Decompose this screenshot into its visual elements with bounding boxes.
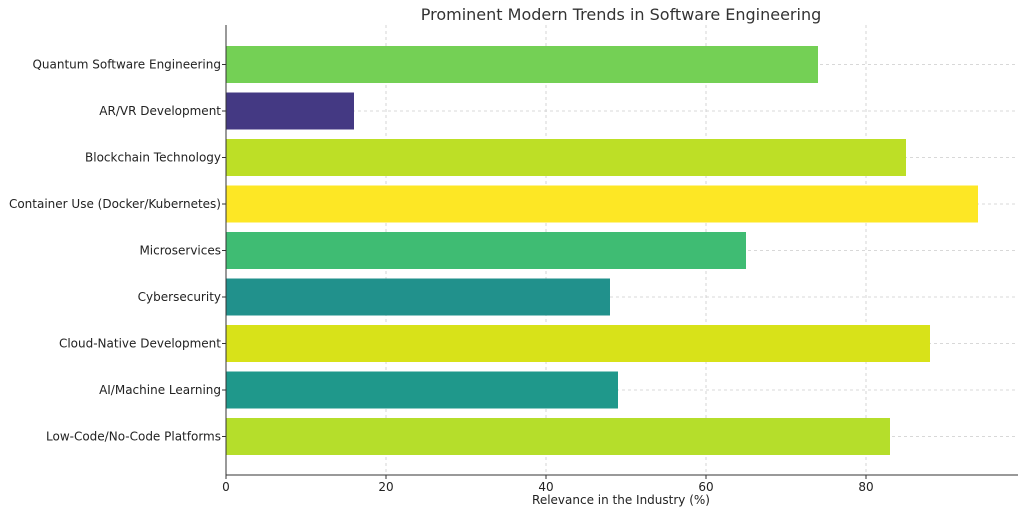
y-tick-label: Low-Code/No-Code Platforms bbox=[46, 430, 221, 444]
y-tick-label: Blockchain Technology bbox=[85, 151, 221, 165]
x-tick-label: 40 bbox=[538, 480, 553, 494]
x-axis-label: Relevance in the Industry (%) bbox=[532, 493, 710, 507]
chart-title: Prominent Modern Trends in Software Engi… bbox=[421, 5, 822, 24]
x-tick-label: 80 bbox=[858, 480, 873, 494]
bar bbox=[226, 418, 890, 455]
x-tick-label: 0 bbox=[222, 480, 230, 494]
bar bbox=[226, 325, 930, 362]
bar bbox=[226, 232, 746, 269]
bar bbox=[226, 46, 818, 83]
bar bbox=[226, 185, 978, 223]
y-tick-label: Microservices bbox=[139, 244, 221, 258]
y-tick-label: AI/Machine Learning bbox=[99, 383, 221, 397]
bar bbox=[226, 139, 906, 176]
y-tick-label: Container Use (Docker/Kubernetes) bbox=[9, 197, 221, 211]
y-tick-label: Cybersecurity bbox=[138, 290, 221, 304]
y-tick-label: Quantum Software Engineering bbox=[32, 58, 221, 72]
x-tick-label: 60 bbox=[698, 480, 713, 494]
y-tick-label: AR/VR Development bbox=[99, 104, 221, 118]
bar bbox=[226, 92, 354, 130]
bar bbox=[226, 371, 618, 409]
bar bbox=[226, 278, 610, 316]
x-tick-label: 20 bbox=[378, 480, 393, 494]
y-tick-label: Cloud-Native Development bbox=[59, 337, 221, 351]
